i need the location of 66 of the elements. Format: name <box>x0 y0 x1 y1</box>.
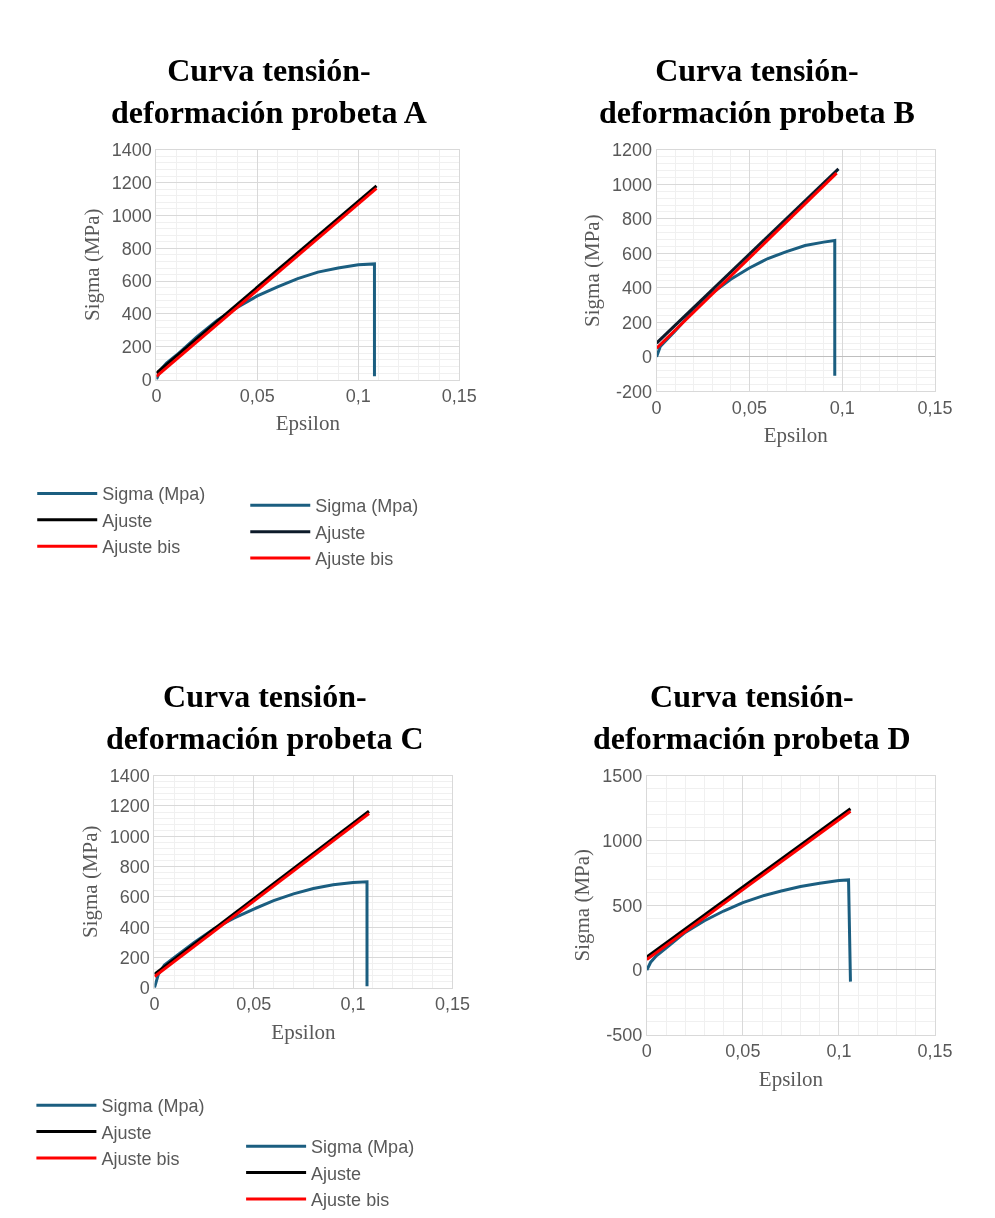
y-axis-title: Sigma (MPa) <box>79 208 104 322</box>
x-tick-label: 0,05 <box>731 397 767 418</box>
y-tick-label: 0 <box>632 960 643 981</box>
x-tick-label: 0,15 <box>917 397 953 418</box>
y-tick-label: 600 <box>121 271 152 292</box>
y-tick-label: 1500 <box>602 765 643 786</box>
y-tick-label: 1200 <box>109 796 150 817</box>
legend-label: Ajuste <box>101 1122 152 1143</box>
x-axis-title: Epsilon <box>271 1019 337 1044</box>
y-tick-label: 1400 <box>109 765 150 786</box>
y-tick-label: -200 <box>615 381 652 402</box>
y-tick-label: 400 <box>121 304 152 325</box>
y-tick-label: 1000 <box>111 205 152 226</box>
x-axis-title: Epsilon <box>763 423 829 448</box>
chart-title: Curva tensión-deformación probeta A <box>111 52 427 130</box>
y-axis-title: Sigma (MPa) <box>570 848 595 962</box>
y-tick-label: 1200 <box>611 140 652 161</box>
legend-label: Ajuste <box>311 1163 362 1184</box>
y-tick-label: 1000 <box>602 830 643 851</box>
y-tick-label: 1000 <box>109 826 150 847</box>
x-tick-label: 0,05 <box>239 386 275 407</box>
legend-label: Ajuste bis <box>101 1149 180 1170</box>
y-tick-label: 600 <box>119 887 150 908</box>
legend-label: Sigma (Mpa) <box>101 1096 205 1117</box>
y-tick-label: 200 <box>119 947 150 968</box>
x-tick-label: 0,15 <box>441 386 477 407</box>
chart-title: Curva tensión-deformación probeta C <box>106 678 424 756</box>
y-tick-label: 1400 <box>111 140 152 161</box>
y-tick-label: 1000 <box>611 174 652 195</box>
y-tick-label: 800 <box>119 856 150 877</box>
legend-label: Ajuste bis <box>102 537 181 558</box>
legend-label: Ajuste bis <box>315 549 394 570</box>
x-tick-label: 0,05 <box>236 994 272 1015</box>
chart-title: Curva tensión-deformación probeta B <box>599 52 915 130</box>
chart-title: Curva tensión-deformación probeta D <box>593 678 911 756</box>
legend-label: Sigma (Mpa) <box>315 496 419 517</box>
y-tick-label: 1200 <box>111 172 152 193</box>
x-axis-title: Epsilon <box>758 1066 824 1091</box>
x-tick-label: 0,1 <box>829 397 855 418</box>
legend-label: Ajuste bis <box>311 1190 390 1211</box>
line-series <box>646 878 852 984</box>
y-tick-label: 800 <box>621 209 652 230</box>
y-tick-label: 600 <box>621 243 652 264</box>
x-axis-title: Epsilon <box>275 411 341 436</box>
x-tick-label: 0,1 <box>340 994 366 1015</box>
legend-label: Ajuste <box>315 522 366 543</box>
x-tick-label: 0,1 <box>345 386 371 407</box>
x-tick-label: 0,15 <box>434 994 470 1015</box>
legend-label: Sigma (Mpa) <box>102 484 206 505</box>
y-tick-label: 200 <box>121 337 152 358</box>
y-tick-label: 0 <box>641 347 652 368</box>
x-tick-label: 0,05 <box>725 1041 761 1062</box>
y-tick-label: 500 <box>612 895 643 916</box>
legend-label: Ajuste <box>102 510 153 531</box>
y-axis-title: Sigma (MPa) <box>77 825 102 939</box>
y-tick-label: 200 <box>621 312 652 333</box>
x-tick-label: 0,1 <box>826 1041 852 1062</box>
y-tick-label: 0 <box>139 978 150 999</box>
y-tick-label: -500 <box>606 1025 643 1046</box>
y-axis-title: Sigma (MPa) <box>580 214 605 327</box>
y-tick-label: 400 <box>119 917 150 938</box>
y-tick-label: 0 <box>141 369 152 390</box>
y-tick-label: 800 <box>121 238 152 259</box>
x-tick-label: 0,15 <box>917 1041 953 1062</box>
legend-label: Sigma (Mpa) <box>311 1137 415 1158</box>
y-tick-label: 400 <box>621 278 652 299</box>
